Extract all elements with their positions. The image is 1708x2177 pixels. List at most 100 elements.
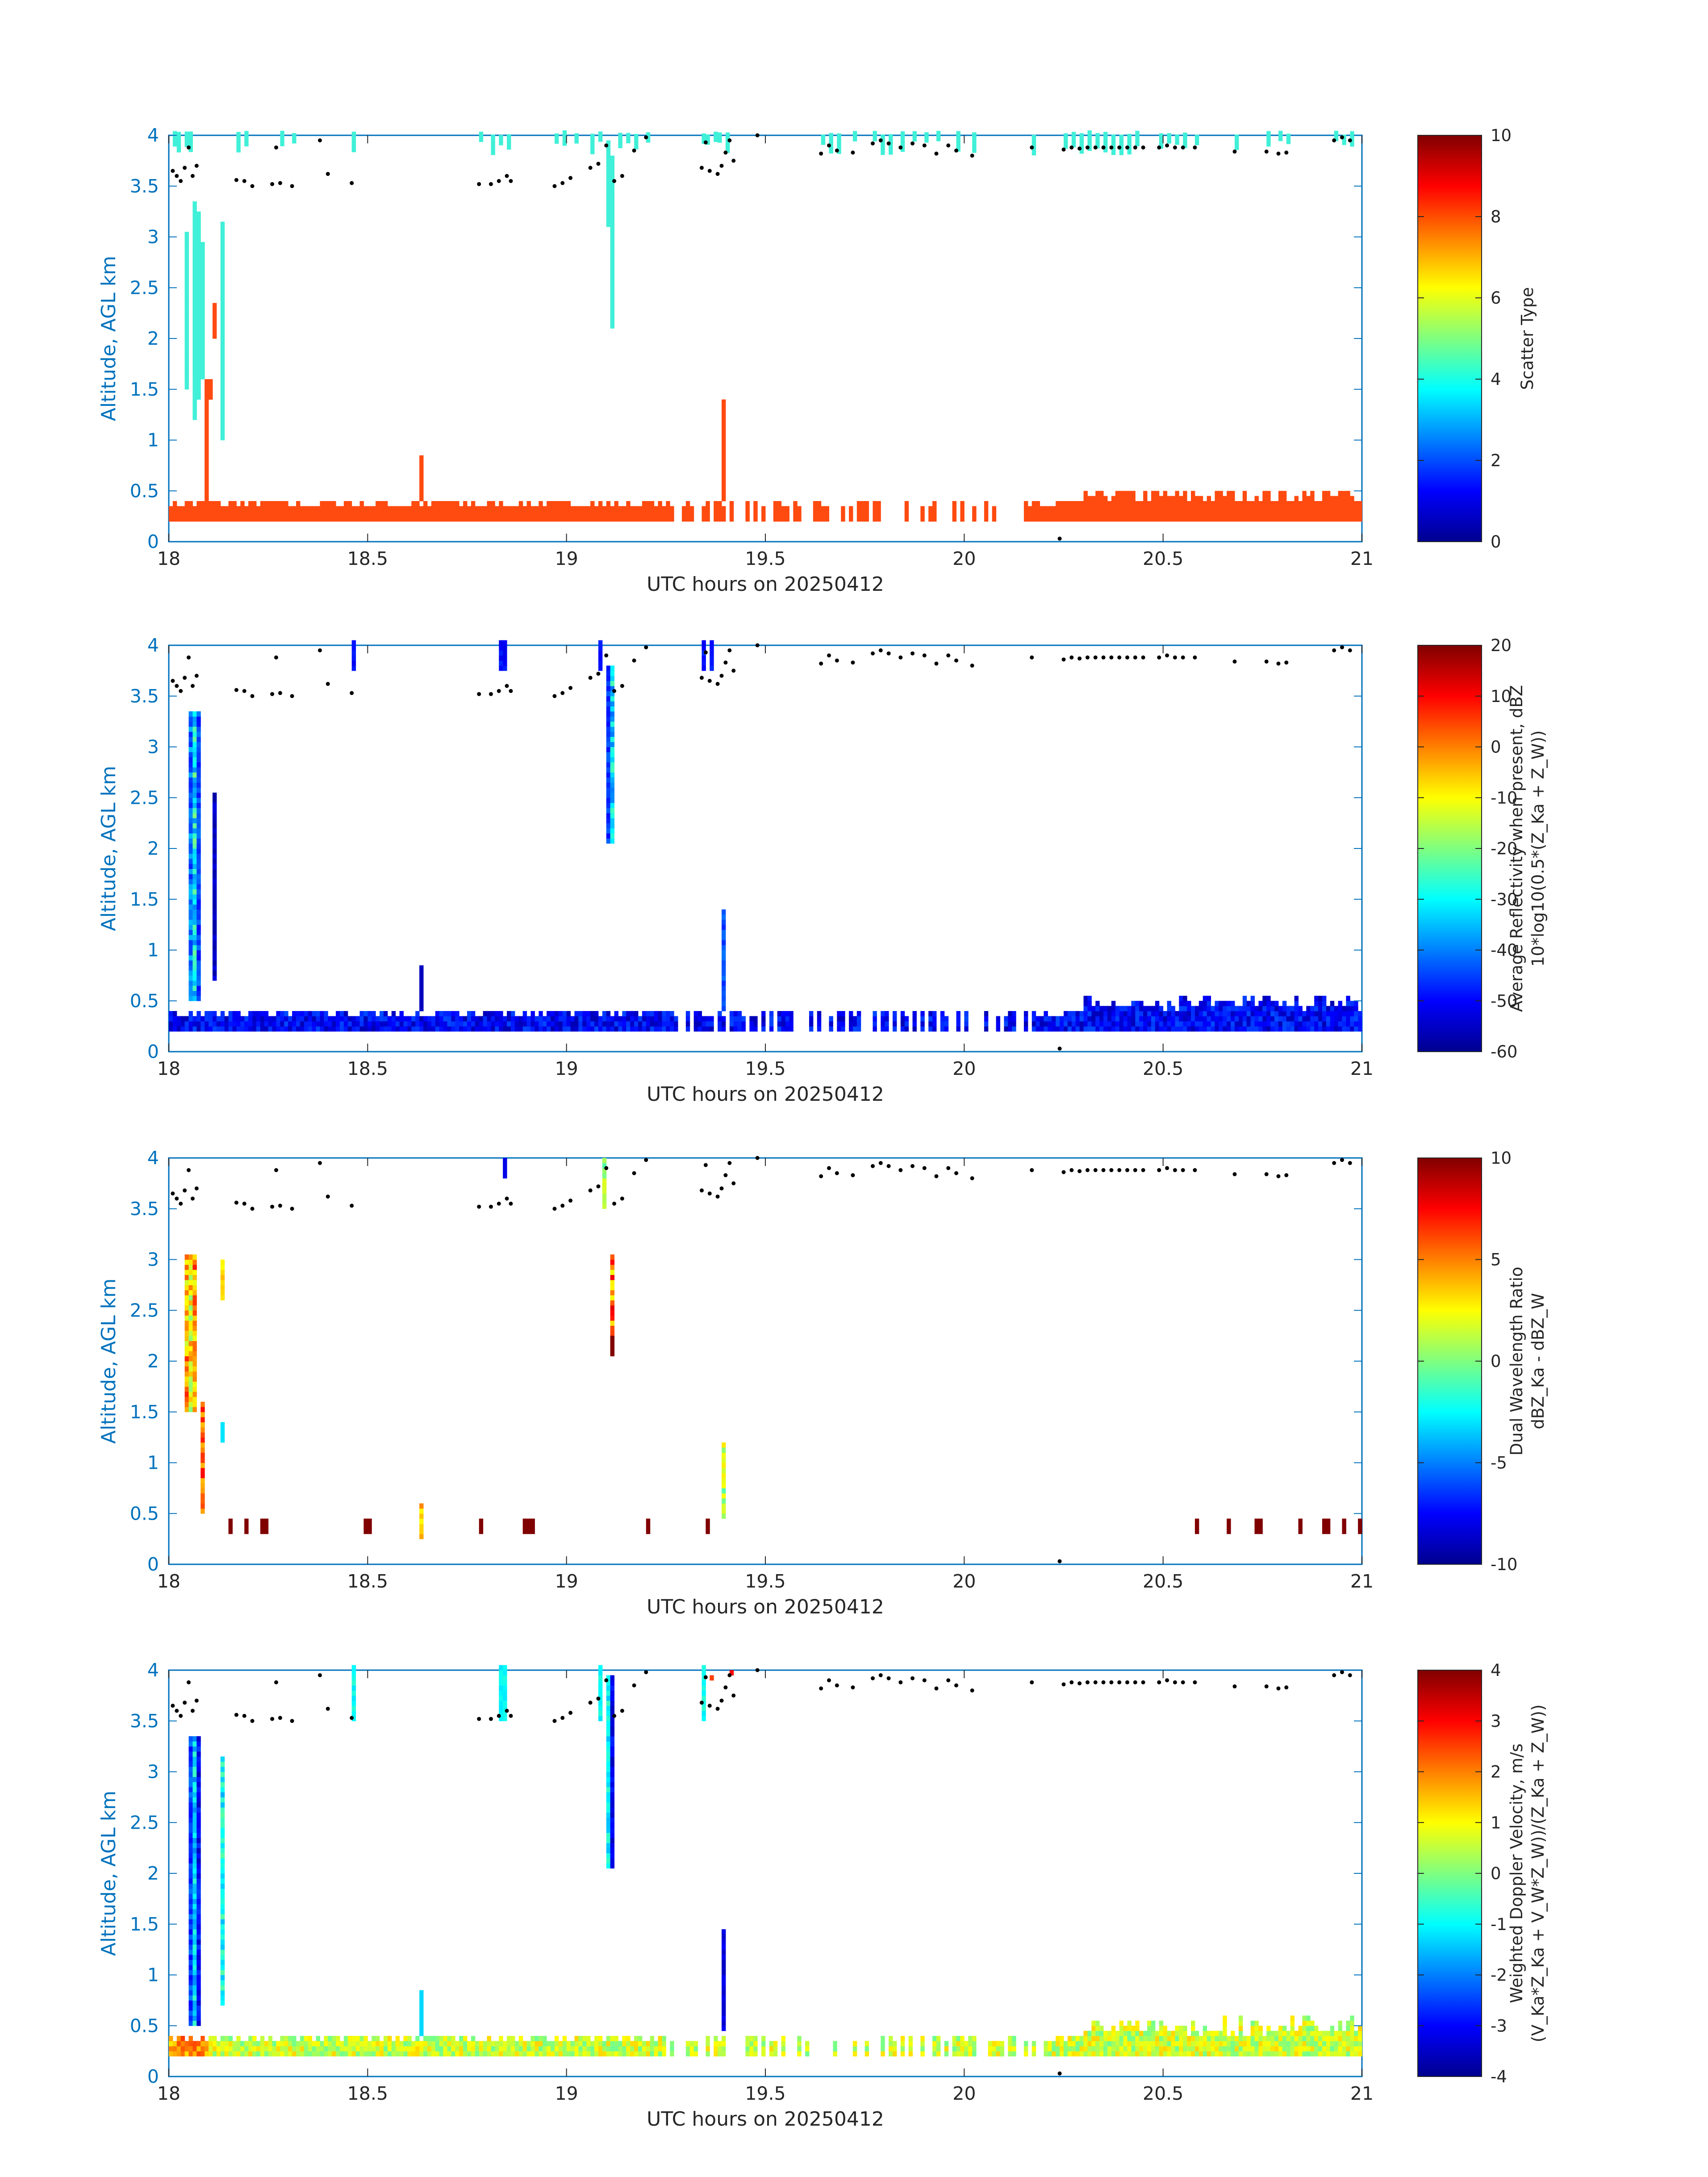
heatmap-cell <box>1350 516 1354 522</box>
heatmap-cell <box>487 516 491 522</box>
heatmap-cell <box>837 143 841 149</box>
heatmap-cell <box>1175 2041 1179 2047</box>
heatmap-cell <box>996 1021 1000 1027</box>
heatmap-cell <box>495 1026 499 1032</box>
heatmap-cell <box>491 511 495 517</box>
colorbar-gradient <box>1417 1157 1482 1565</box>
heatmap-cell <box>1012 2051 1016 2056</box>
y-axis-label: Altitude, AGL km <box>97 766 120 931</box>
heatmap-cell <box>610 696 615 702</box>
heatmap-cell <box>1294 1021 1299 1027</box>
heatmap-cell <box>570 2041 575 2047</box>
heatmap-cell <box>1103 1021 1108 1027</box>
y-tick-label: 4 <box>147 635 159 656</box>
heatmap-cell <box>1350 131 1354 137</box>
heatmap-cell <box>558 511 563 517</box>
heatmap-cell <box>308 2041 313 2047</box>
heatmap-cell <box>184 506 189 512</box>
heatmap-cell <box>956 2041 960 2047</box>
heatmap-cell <box>1087 1006 1092 1011</box>
heatmap-cell <box>566 1011 571 1016</box>
heatmap-cell <box>1326 2051 1331 2056</box>
heatmap-cell <box>332 1026 336 1032</box>
panel-reflectivity: 18 18.5 19 19.5 20 20.5 2100.511.522.533.54UTC… <box>97 635 1548 1106</box>
heatmap-cell <box>1127 144 1132 150</box>
heatmap-cell <box>196 980 201 986</box>
y-tick-label: 3 <box>147 736 159 758</box>
heatmap-cell <box>1147 1016 1152 1022</box>
heatmap-cell <box>586 511 591 517</box>
heatmap-cell <box>881 139 885 145</box>
heatmap-cell <box>276 2046 280 2052</box>
heatmap-cell <box>722 1467 726 1473</box>
cloud-base-point <box>350 691 354 695</box>
heatmap-cell <box>172 1021 177 1027</box>
cloud-base-point <box>489 1204 493 1209</box>
heatmap-cell <box>1270 2031 1275 2036</box>
heatmap-cell <box>1231 1006 1235 1011</box>
heatmap-cell <box>1318 1001 1323 1007</box>
heatmap-cell <box>372 506 376 512</box>
heatmap-cell <box>606 757 611 763</box>
heatmap-cell <box>316 511 320 517</box>
heatmap-cell <box>503 2041 507 2047</box>
heatmap-cell <box>176 2036 181 2041</box>
heatmap-cell <box>1139 1001 1144 1007</box>
heatmap-cell <box>216 2051 221 2056</box>
heatmap-cell <box>264 2041 269 2047</box>
heatmap-cell <box>702 1016 706 1022</box>
heatmap-cell <box>518 2046 523 2052</box>
heatmap-cell <box>252 1011 257 1016</box>
heatmap-cell <box>908 2036 913 2041</box>
heatmap-cell <box>192 277 197 283</box>
heatmap-cell <box>264 1011 269 1016</box>
heatmap-cell <box>487 2036 491 2041</box>
heatmap-cell <box>383 1016 388 1022</box>
heatmap-cell <box>590 511 595 517</box>
heatmap-cell <box>248 2041 253 2047</box>
heatmap-cell <box>383 506 388 512</box>
heatmap-cell <box>706 1021 710 1027</box>
heatmap-cell <box>1183 995 1187 1001</box>
heatmap-cell <box>1294 1026 1299 1032</box>
heatmap-cell <box>192 1391 197 1397</box>
heatmap-cell <box>196 298 201 303</box>
heatmap-cell <box>864 506 869 512</box>
heatmap-cell <box>602 2041 607 2047</box>
heatmap-cell <box>192 838 197 844</box>
heatmap-cell <box>614 1011 618 1016</box>
heatmap-cell <box>1207 496 1211 501</box>
heatmap-cell <box>1238 1016 1243 1022</box>
heatmap-cell <box>1123 2041 1128 2047</box>
heatmap-cell <box>956 1016 960 1022</box>
heatmap-cell <box>670 516 674 522</box>
heatmap-cell <box>602 1178 607 1184</box>
heatmap-cell <box>1346 501 1350 506</box>
heatmap-cell <box>1171 516 1175 522</box>
heatmap-cell <box>367 1026 372 1032</box>
heatmap-cell <box>1282 1016 1287 1022</box>
heatmap-cell <box>487 1021 491 1027</box>
heatmap-cell <box>1191 491 1195 497</box>
heatmap-cell <box>610 833 615 839</box>
heatmap-cell <box>196 924 201 930</box>
heatmap-cell <box>292 2041 296 2047</box>
heatmap-cell <box>718 2041 722 2047</box>
heatmap-cell <box>697 1021 702 1027</box>
heatmap-cell <box>821 506 826 512</box>
heatmap-cell <box>1151 506 1156 512</box>
heatmap-cell <box>1060 506 1064 512</box>
heatmap-cell <box>554 2041 559 2047</box>
heatmap-cell <box>300 1016 305 1022</box>
heatmap-cell <box>1163 1016 1168 1022</box>
heatmap-cell <box>1342 511 1346 517</box>
heatmap-cell <box>1258 1529 1263 1534</box>
heatmap-cell <box>332 511 336 517</box>
heatmap-cell <box>200 1452 205 1458</box>
heatmap-cell <box>1044 1021 1048 1027</box>
heatmap-cell <box>188 990 193 996</box>
heatmap-cell <box>1306 501 1311 506</box>
heatmap-cell <box>666 511 670 517</box>
heatmap-cell <box>312 1011 317 1016</box>
heatmap-cell <box>359 511 364 517</box>
